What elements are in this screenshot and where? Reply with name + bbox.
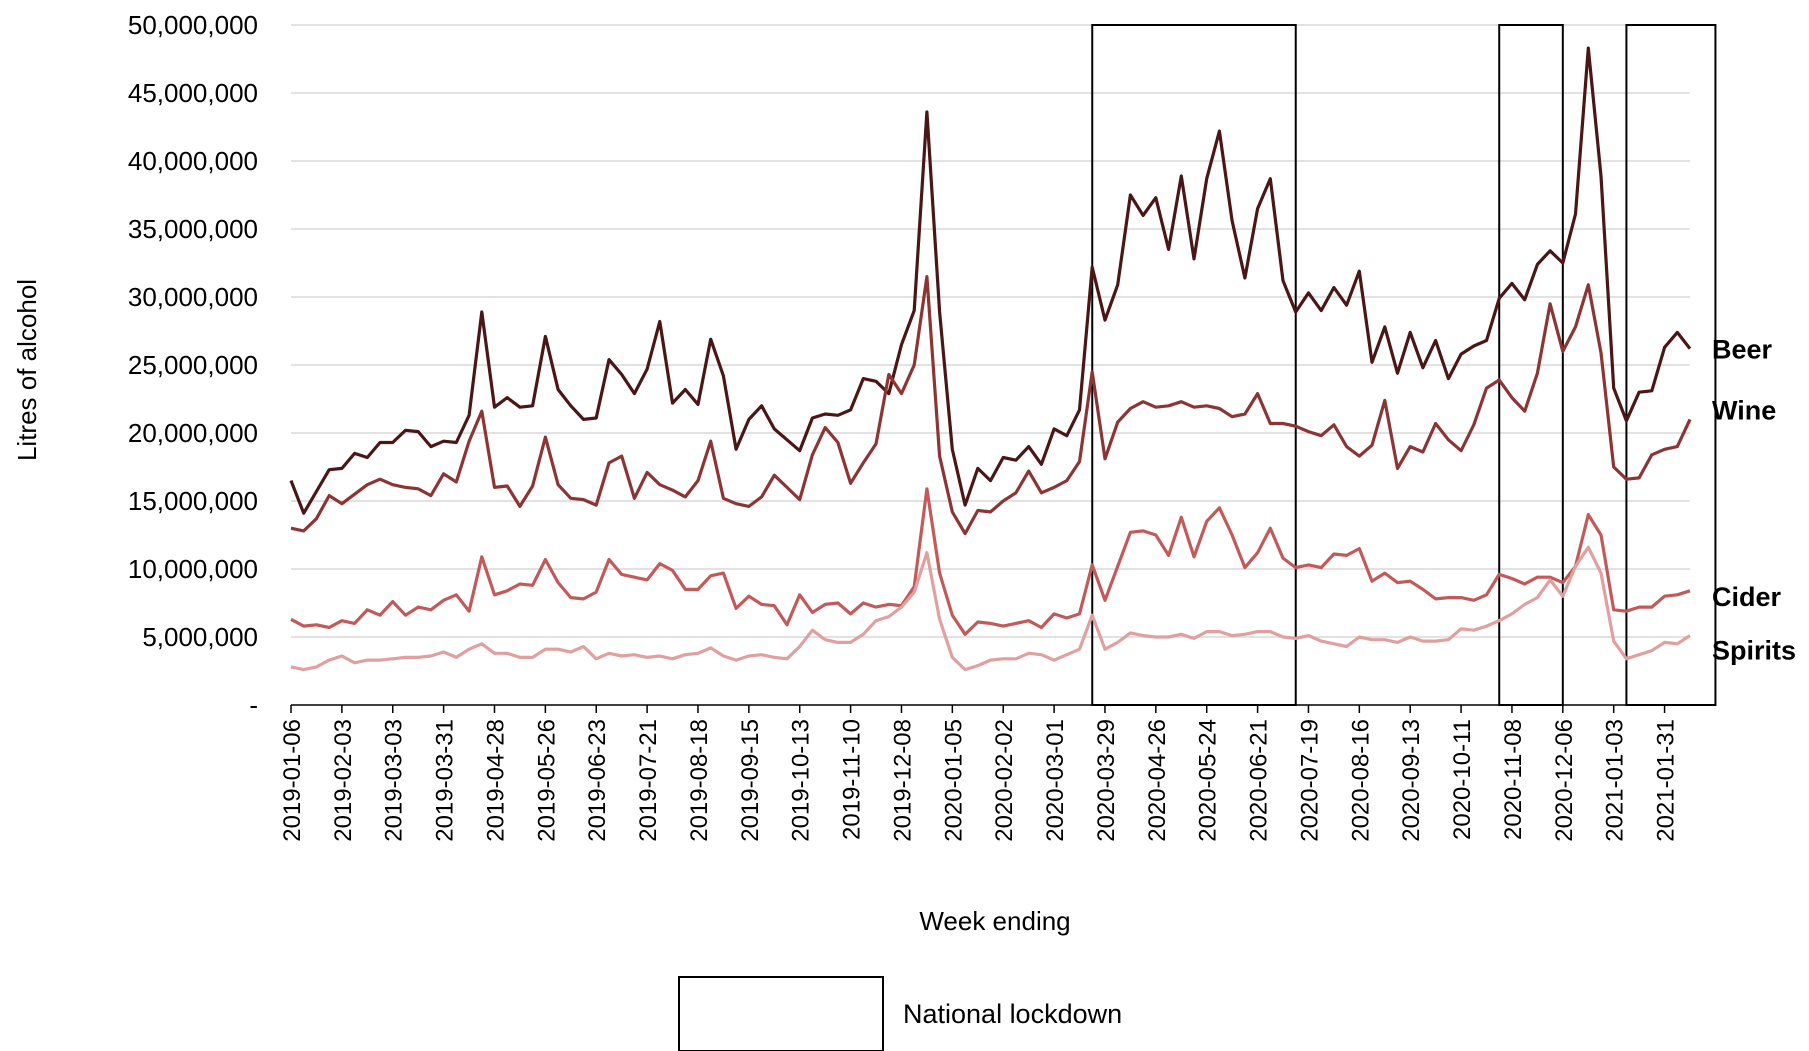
y-tick-label: 5,000,000 (142, 622, 258, 652)
series-label-cider: Cider (1712, 582, 1782, 612)
series-label-spirits: Spirits (1712, 636, 1796, 666)
lockdown-box (1091, 24, 1297, 706)
series-labels: Beer Wine Cider Spirits (1712, 335, 1796, 666)
x-tick-label: 2019-07-21 (635, 719, 662, 842)
x-tick-label: 2020-01-05 (940, 719, 967, 842)
x-tick-label: 2020-05-24 (1195, 719, 1222, 842)
y-axis-ticks: - 5,000,000 10,000,000 15,000,000 20,000,000… (128, 10, 258, 720)
x-tick-label: 2019-09-15 (737, 719, 764, 842)
x-tick-label: 2019-11-10 (839, 719, 866, 840)
x-tick-label: 2019-10-13 (788, 719, 815, 842)
series-label-beer: Beer (1712, 335, 1773, 365)
y-tick-label: 25,000,000 (128, 350, 258, 380)
x-tick-label: 2020-12-06 (1551, 719, 1578, 842)
x-tick-label: 2020-03-29 (1093, 719, 1120, 842)
y-tick-label: 15,000,000 (128, 486, 258, 516)
x-tick-label: 2020-07-19 (1296, 719, 1323, 842)
x-axis-label: Week ending (919, 906, 1070, 936)
x-tick-label: 2020-11-08 (1500, 719, 1527, 840)
legend-lockdown-label: National lockdown (903, 999, 1122, 1029)
series-line-spirits (290, 545, 1691, 672)
y-tick-label: 40,000,000 (128, 146, 258, 176)
y-tick-label: 30,000,000 (128, 282, 258, 312)
y-tick-label: - (249, 690, 258, 720)
x-tick-label: 2019-02-03 (330, 719, 357, 842)
y-tick-label: 50,000,000 (128, 10, 258, 40)
x-tick-label: 2019-04-28 (482, 719, 509, 842)
x-tick-label: 2021-01-03 (1602, 719, 1629, 842)
x-tick-label: 2021-01-31 (1653, 719, 1680, 842)
x-tick-label: 2020-02-02 (991, 719, 1018, 842)
y-tick-label: 35,000,000 (128, 214, 258, 244)
x-tick-label: 2020-03-01 (1042, 719, 1069, 842)
legend-lockdown-swatch (678, 976, 884, 1051)
lockdown-boxes (1091, 24, 1717, 706)
x-tick-label: 2020-10-11 (1449, 719, 1476, 840)
x-tick-label: 2019-05-26 (533, 719, 560, 842)
y-tick-label: 45,000,000 (128, 78, 258, 108)
x-tick-label: 2019-01-06 (279, 719, 306, 842)
x-tick-label: 2019-03-03 (381, 719, 408, 842)
series-line-cider (290, 487, 1691, 636)
y-tick-label: 20,000,000 (128, 418, 258, 448)
y-tick-label: 10,000,000 (128, 554, 258, 584)
x-tick-label: 2020-08-16 (1347, 719, 1374, 842)
series-label-wine: Wine (1712, 395, 1776, 425)
x-tick-label: 2020-04-26 (1144, 719, 1171, 842)
x-tick-label: 2019-12-08 (889, 719, 916, 842)
gridlines (291, 24, 1690, 706)
x-axis-ticks: 2019-01-06 2019-02-03 2019-03-03 2019-03-31… (279, 705, 1680, 842)
series-line-beer (289, 46, 1692, 515)
y-axis-label: Litres of alcohol (12, 279, 42, 461)
x-tick-label: 2019-08-18 (686, 719, 713, 842)
lockdown-box (1498, 24, 1564, 706)
series-line-wine (290, 275, 1692, 536)
x-tick-label: 2019-06-23 (584, 719, 611, 842)
x-tick-label: 2020-09-13 (1398, 719, 1425, 842)
x-tick-label: 2019-03-31 (432, 719, 459, 842)
series-lines (289, 46, 1692, 672)
lockdown-box (1625, 24, 1717, 706)
x-tick-label: 2020-06-21 (1246, 719, 1273, 842)
legend: National lockdown (678, 976, 1122, 1051)
